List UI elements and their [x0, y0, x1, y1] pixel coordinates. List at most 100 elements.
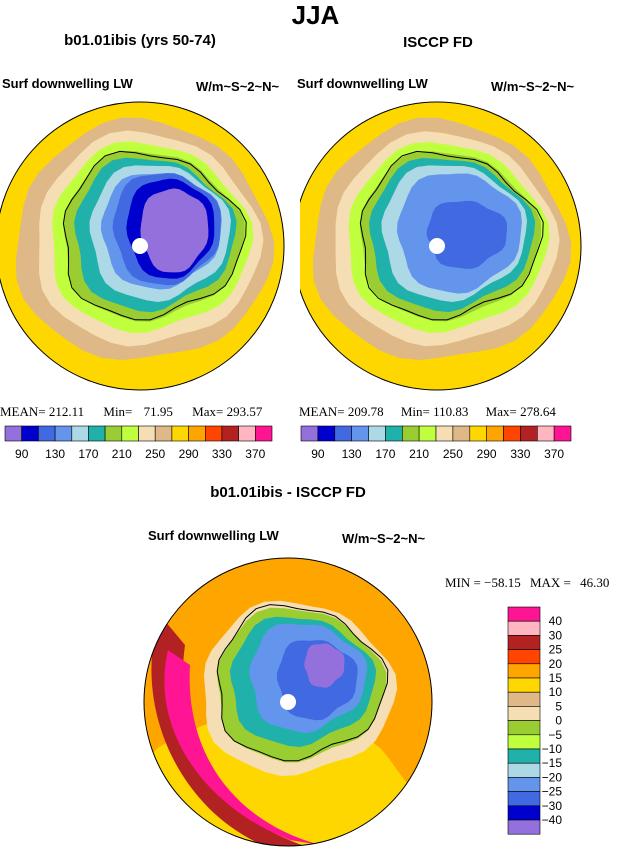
- colorbar-tick-label: 10: [549, 685, 563, 699]
- model-polar-map: [0, 98, 300, 398]
- colorbar-swatch: [22, 426, 39, 441]
- colorbar-swatch: [508, 692, 540, 706]
- colorbar-tick-label: 170: [78, 447, 98, 461]
- colorbar-swatch: [122, 426, 139, 441]
- colorbar-swatch: [402, 426, 419, 441]
- colorbar-tick-label: 210: [409, 447, 429, 461]
- colorbar-swatch: [508, 621, 540, 635]
- colorbar-swatch: [55, 426, 72, 441]
- south-pole-marker: [132, 238, 148, 254]
- colorbar-tick-label: −10: [542, 742, 563, 756]
- colorbar-swatch: [222, 426, 239, 441]
- colorbar-swatch: [508, 664, 540, 678]
- mean-label: MEAN=: [299, 404, 345, 419]
- min-label: Min=: [103, 404, 132, 419]
- colorbar-swatch: [239, 426, 256, 441]
- colorbar-tick-label: 20: [549, 657, 563, 671]
- colorbar-swatch: [189, 426, 206, 441]
- colorbar-tick-label: −40: [542, 813, 563, 827]
- max-value: 278.64: [520, 404, 556, 419]
- min-value: 110.83: [433, 404, 468, 419]
- colorbar-swatch: [487, 426, 504, 441]
- colorbar-swatch: [537, 426, 554, 441]
- colorbar-swatch: [419, 426, 436, 441]
- colorbar-swatch: [205, 426, 222, 441]
- colorbar-tick-label: 30: [549, 628, 563, 642]
- colorbar-swatch: [385, 426, 402, 441]
- colorbar-swatch: [453, 426, 470, 441]
- colorbar-swatch: [5, 426, 22, 441]
- colorbar-swatch: [508, 806, 540, 820]
- colorbar-swatch: [508, 607, 540, 621]
- colorbar-swatch: [38, 426, 55, 441]
- colorbar-tick-label: −15: [542, 756, 563, 770]
- colorbar-swatch: [369, 426, 386, 441]
- south-pole-marker: [280, 694, 296, 710]
- colorbar-tick-label: 170: [375, 447, 395, 461]
- mean-label: MEAN=: [0, 404, 46, 419]
- colorbar-swatch: [508, 777, 540, 791]
- colorbar-tick-label: 290: [179, 447, 199, 461]
- obs-panel-title: ISCCP FD: [358, 34, 518, 51]
- colorbar-swatch: [508, 763, 540, 777]
- colorbar-swatch: [105, 426, 122, 441]
- colorbar-swatch: [72, 426, 89, 441]
- colorbar-tick-label: 370: [544, 447, 564, 461]
- colorbar-tick-label: −25: [542, 785, 563, 799]
- max-label: Max=: [486, 404, 517, 419]
- colorbar-tick-label: 290: [477, 447, 497, 461]
- south-pole-marker: [429, 238, 445, 254]
- colorbar-tick-label: −5: [548, 728, 562, 742]
- colorbar-swatch: [508, 792, 540, 806]
- model-panel-title: b01.01ibis (yrs 50-74): [20, 32, 260, 49]
- colorbar-tick-label: 15: [549, 671, 563, 685]
- max-label: Max=: [192, 404, 223, 419]
- diff-units-label: W/m~S~2~N~: [342, 531, 425, 546]
- colorbar-tick-label: 25: [549, 643, 563, 657]
- max-label: MAX =: [530, 575, 571, 590]
- min-label: MIN =: [445, 575, 481, 590]
- colorbar-swatch: [335, 426, 352, 441]
- max-value: 46.30: [580, 575, 609, 590]
- diff-panel-title: b01.01ibis - ISCCP FD: [150, 484, 426, 501]
- colorbar-swatch: [155, 426, 172, 441]
- colorbar-tick-label: 250: [443, 447, 463, 461]
- colorbar-tick-label: 330: [212, 447, 232, 461]
- diff-variable-label: Surf downwelling LW: [148, 528, 279, 543]
- colorbar-swatch: [88, 426, 105, 441]
- diff-polar-map: [140, 555, 440, 855]
- colorbar-swatch: [352, 426, 369, 441]
- colorbar-swatch: [508, 706, 540, 720]
- colorbar-swatch: [470, 426, 487, 441]
- obs-polar-map: [300, 98, 600, 398]
- colorbar-swatch: [255, 426, 272, 441]
- min-label: Min=: [401, 404, 430, 419]
- colorbar-tick-label: −30: [542, 799, 563, 813]
- model-stats: MEAN= 212.11 Min= 71.95 Max= 293.57: [0, 404, 262, 420]
- colorbar-swatch: [508, 820, 540, 834]
- colorbar-swatch: [508, 678, 540, 692]
- colorbar-tick-label: 370: [245, 447, 265, 461]
- colorbar-swatch: [508, 650, 540, 664]
- colorbar-swatch: [508, 721, 540, 735]
- colorbar-swatch: [554, 426, 571, 441]
- colorbar-swatch: [504, 426, 521, 441]
- colorbar-tick-label: 210: [112, 447, 132, 461]
- mean-value: 212.11: [49, 404, 84, 419]
- diff-stats: MIN = −58.15 MAX = 46.30: [445, 575, 609, 591]
- model-units-label: W/m~S~2~N~: [196, 79, 279, 94]
- colorbar-swatch: [436, 426, 453, 441]
- colorbar-tick-label: 90: [311, 447, 325, 461]
- colorbar-swatch: [172, 426, 189, 441]
- colorbar-tick-label: 130: [342, 447, 362, 461]
- min-value: −58.15: [484, 575, 521, 590]
- colorbar-swatch: [508, 735, 540, 749]
- colorbar-swatch: [318, 426, 335, 441]
- colorbar-tick-label: 5: [555, 699, 562, 713]
- obs-stats: MEAN= 209.78 Min= 110.83 Max= 278.64: [299, 404, 556, 420]
- mean-value: 209.78: [348, 404, 384, 419]
- max-value: 293.57: [227, 404, 263, 419]
